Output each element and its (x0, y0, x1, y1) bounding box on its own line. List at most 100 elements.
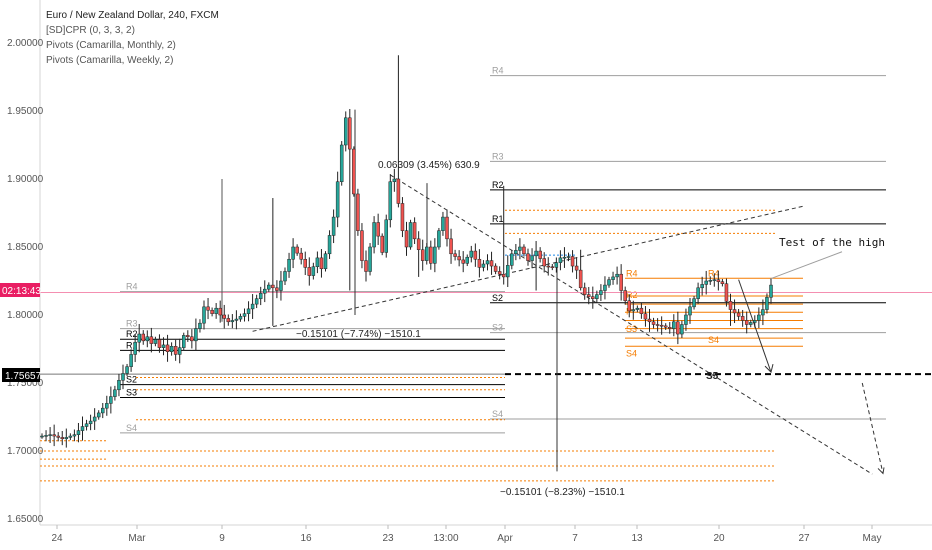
time-tick-label: 13:00 (433, 533, 458, 544)
price-tick-label: 1.85000 (7, 242, 44, 253)
candle-down (623, 290, 627, 301)
candle-down (275, 287, 279, 291)
candle-up (125, 366, 129, 374)
countdown-text: 02:13:43 (2, 286, 41, 297)
pivot-label-r2: R2 (492, 180, 504, 190)
candle-up (311, 266, 316, 276)
price-axis[interactable]: 2.00000 1.95000 1.90000 1.85000 1.80000 1.750… (7, 38, 44, 525)
candle-down (303, 258, 307, 268)
candle-up (530, 255, 534, 261)
price-tick-label: 1.75000 (7, 378, 44, 389)
time-tick-label: 23 (382, 533, 394, 544)
pivot-label-s4: S4 (126, 423, 137, 433)
pivot-label-r1: R1 (492, 214, 504, 224)
price-tick-label: 1.65000 (7, 514, 44, 525)
candle-up (246, 308, 251, 314)
candle-down (720, 281, 725, 284)
candle-up (267, 284, 271, 290)
candle-up (76, 430, 81, 435)
pivot-label-r2-orange: R2 (626, 290, 638, 300)
candle-up (631, 309, 636, 312)
candle-down (218, 307, 222, 316)
candle-down (400, 203, 405, 231)
indicator-cpr[interactable]: [SD]CPR (0, 3, 3, 2) (46, 25, 135, 36)
candle-up (437, 230, 441, 248)
candle-down (52, 434, 56, 437)
candle-down (420, 249, 425, 261)
candle-up (291, 246, 295, 260)
pivot-label-s3: S3 (492, 323, 503, 333)
candle-up (64, 437, 69, 440)
note-pointer (769, 251, 843, 280)
candle-down (412, 222, 417, 240)
candle-up (603, 284, 607, 291)
price-tick-label: 1.70000 (7, 446, 44, 457)
candle-up (113, 389, 117, 397)
candle-up (335, 181, 340, 218)
current-price-tag: 1.75657 (2, 368, 42, 382)
candle-up (238, 316, 243, 320)
pivot-label-r4: R4 (126, 282, 138, 292)
candle-up (177, 347, 182, 355)
indicator-pivots-weekly[interactable]: Pivots (Camarilla, Weekly, 2) (46, 55, 174, 66)
candle-down (376, 222, 380, 237)
candle-down (226, 318, 231, 323)
candle-down (307, 267, 312, 276)
indicator-pivots-monthly[interactable]: Pivots (Camarilla, Monthly, 2) (46, 40, 176, 51)
current-price-text: 1.75657 (5, 371, 42, 382)
candle-down (352, 148, 356, 195)
candle-down (141, 333, 145, 342)
candle-up (254, 298, 259, 305)
candle-down (356, 193, 360, 231)
candle-up (145, 336, 150, 342)
measure-down-1-label: −0.15101 (−7.74%) −1510.1 (296, 329, 421, 340)
candle-down (740, 316, 745, 321)
candle-up (105, 403, 109, 409)
candle-up (44, 435, 48, 437)
candle-up (688, 306, 692, 316)
candle-down (546, 265, 550, 268)
pivot-label-s2: S2 (126, 375, 137, 385)
candle-up (761, 309, 765, 316)
pivot-label-r4-orange: R4 (626, 268, 638, 278)
candle-up (198, 322, 202, 329)
test-of-high-note: Test of the high (779, 236, 885, 249)
candle-down (582, 287, 587, 295)
candle-down (416, 238, 421, 250)
candle-up (84, 423, 89, 427)
candles (40, 55, 773, 448)
extension-arrowhead (877, 467, 885, 475)
candle-down (501, 273, 506, 278)
candle-up (485, 260, 490, 265)
candle-down (157, 339, 162, 348)
candle-up (230, 320, 235, 323)
candle-up (599, 290, 603, 295)
candle-up (133, 341, 137, 355)
candle-down (222, 314, 226, 319)
candle-up (194, 328, 198, 342)
symbol-title[interactable]: Euro / New Zealand Dollar, 240, FXCM (46, 10, 219, 21)
time-axis[interactable]: 24 Mar 9 16 23 13:00 Apr 7 13 20 27 May (51, 525, 881, 544)
candle-up (441, 216, 445, 231)
pivot-label-s4: S4 (492, 409, 503, 419)
projection-arrowhead (764, 363, 774, 374)
candle-up (692, 298, 696, 308)
candle-up (384, 219, 388, 253)
candle-up (558, 257, 563, 263)
candle-up (331, 216, 336, 236)
pivot-label-r1: R1 (126, 340, 138, 350)
candle-down (477, 258, 482, 268)
candle-down (538, 250, 542, 259)
candle-up (510, 253, 514, 266)
candle-up (696, 287, 700, 299)
pivot-label-r3: R3 (492, 151, 504, 161)
candle-down (271, 284, 275, 289)
candle-up (101, 407, 105, 414)
time-tick-label: 9 (219, 533, 225, 544)
candle-down (186, 335, 190, 338)
measure-up-label: 0.06309 (3.45%) 630.9 (378, 160, 480, 171)
candle-up (554, 262, 559, 268)
candle-up (595, 294, 599, 299)
candle-down (619, 273, 623, 291)
